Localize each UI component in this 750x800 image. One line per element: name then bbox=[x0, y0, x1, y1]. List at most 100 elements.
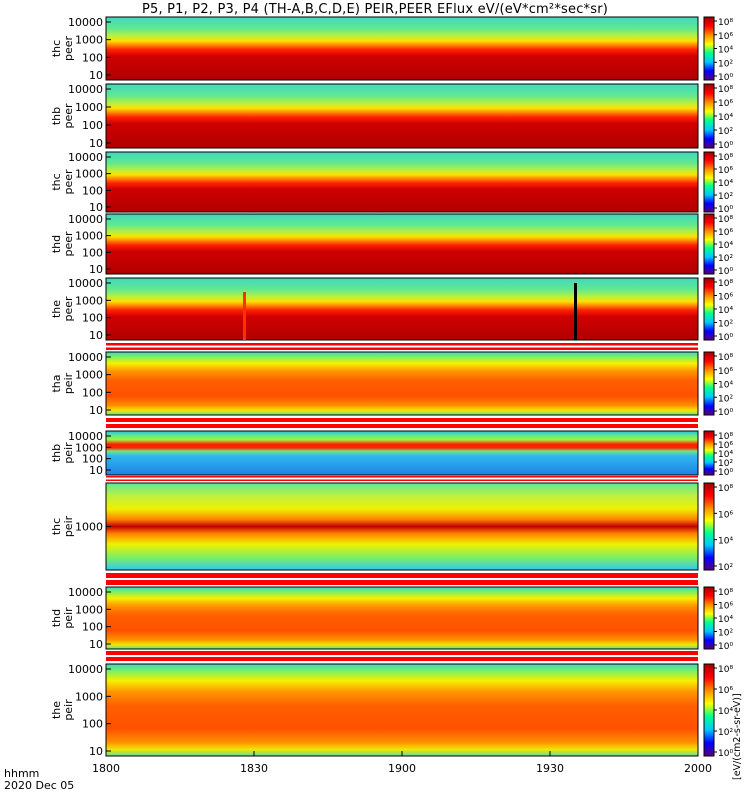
panel-label: thbpeir bbox=[50, 442, 75, 464]
y-tick-label: 10 bbox=[89, 263, 103, 276]
panel-label: thdpeir bbox=[50, 607, 75, 629]
y-tick-label: 10000 bbox=[68, 586, 103, 599]
y-tick-label: 1000 bbox=[75, 521, 103, 534]
colorbar-tick-label: 10⁸ bbox=[718, 432, 733, 442]
colorbar-tick-label: 10² bbox=[718, 629, 733, 639]
y-tick-label: 100 bbox=[82, 184, 103, 197]
y-tick-label: 100 bbox=[82, 312, 103, 325]
panel-label-line: peer bbox=[62, 169, 75, 195]
spectrogram-panel bbox=[106, 352, 698, 415]
y-tick-label: 100 bbox=[82, 51, 103, 64]
panel-frame bbox=[105, 430, 699, 476]
y-tick-label: 100 bbox=[82, 718, 103, 731]
y-tick-label: 10000 bbox=[68, 83, 103, 96]
colorbar-units-label: [eV/(cm2-s-sr-eV)] bbox=[732, 693, 743, 780]
colorbar bbox=[703, 16, 715, 81]
spectrogram-panel bbox=[106, 84, 698, 148]
panel-label: thepeer bbox=[50, 296, 75, 322]
colorbar-tick-label: 10⁰ bbox=[718, 642, 733, 652]
spectrogram-panel bbox=[106, 587, 698, 649]
panel-label: thcpeer bbox=[50, 36, 75, 62]
y-tick-label: 1000 bbox=[75, 369, 103, 382]
y-tick-label: 1000 bbox=[75, 101, 103, 114]
colorbar-tick-label: 10⁸ bbox=[718, 279, 733, 289]
y-tick-label: 1000 bbox=[75, 168, 103, 181]
panel-label-line: peir bbox=[62, 442, 75, 464]
y-tick-label: 10000 bbox=[68, 277, 103, 290]
y-tick-label: 10000 bbox=[68, 151, 103, 164]
y-tick-label: 100 bbox=[82, 386, 103, 399]
panel-label-line: the bbox=[50, 701, 63, 719]
y-tick-label: 10 bbox=[89, 137, 103, 150]
panel-label-line: tha bbox=[50, 374, 63, 392]
y-tick-label: 1000 bbox=[75, 230, 103, 243]
panel-frame bbox=[105, 213, 699, 275]
colorbar-tick-label: 10² bbox=[718, 320, 733, 330]
panel-label-line: thd bbox=[50, 235, 63, 253]
y-tick-label: 10000 bbox=[68, 430, 103, 443]
panel-frame bbox=[105, 586, 699, 650]
y-tick-label: 10 bbox=[89, 464, 103, 477]
colorbar-tick-label: 10⁴ bbox=[718, 450, 733, 460]
data-spike-streak bbox=[243, 292, 246, 340]
colorbar-tick-label: 10⁶ bbox=[718, 686, 733, 696]
colorbar-tick-label: 10⁸ bbox=[718, 665, 733, 675]
x-tick-label: 1800 bbox=[92, 762, 120, 775]
separator-gap bbox=[106, 345, 698, 348]
y-tick-label: 10 bbox=[89, 638, 103, 651]
colorbar bbox=[703, 277, 715, 341]
panel-label-line: peir bbox=[62, 372, 75, 394]
y-tick-label: 10 bbox=[89, 404, 103, 417]
colorbar bbox=[703, 213, 715, 275]
x-tick-label: 1830 bbox=[240, 762, 268, 775]
colorbar-tick-label: 10⁶ bbox=[718, 441, 733, 451]
y-tick-label: 1000 bbox=[75, 294, 103, 307]
panel-label-line: thb bbox=[50, 444, 63, 462]
separator-gap bbox=[106, 477, 698, 480]
colorbar-tick-label: 10⁶ bbox=[718, 166, 733, 176]
colorbar bbox=[703, 151, 715, 213]
colorbar-tick-label: 10² bbox=[718, 563, 733, 573]
y-tick-label: 100 bbox=[82, 453, 103, 466]
colorbar-tick-label: 10⁴ bbox=[718, 46, 733, 56]
panel-label-line: peer bbox=[62, 36, 75, 62]
y-tick-label: 10000 bbox=[68, 16, 103, 29]
colorbar-tick-label: 10⁴ bbox=[718, 707, 733, 717]
panel-label-line: the bbox=[50, 300, 63, 318]
colorbar bbox=[703, 83, 715, 149]
colorbar-tick-label: 10⁴ bbox=[718, 306, 733, 316]
panel-label: thepeir bbox=[50, 699, 75, 721]
colorbar bbox=[703, 430, 715, 476]
panel-label-line: thc bbox=[50, 40, 63, 57]
panel-label: thcpeer bbox=[50, 169, 75, 195]
colorbar-tick-label: 10⁴ bbox=[718, 179, 733, 189]
y-tick-label: 1000 bbox=[75, 34, 103, 47]
colorbar-tick-label: 10⁸ bbox=[718, 353, 733, 363]
panel-frame bbox=[105, 277, 699, 341]
colorbar-tick-label: 10⁶ bbox=[718, 602, 733, 612]
panel-label: thapeir bbox=[50, 372, 75, 394]
colorbar-tick-label: 10⁰ bbox=[718, 468, 733, 478]
separator-gap bbox=[106, 578, 698, 580]
colorbar-tick-label: 10⁰ bbox=[718, 408, 733, 418]
colorbar-tick-label: 10⁴ bbox=[718, 381, 733, 391]
colorbar-tick-label: 10² bbox=[718, 254, 733, 264]
colorbar-tick-label: 10² bbox=[718, 192, 733, 202]
y-tick-label: 10 bbox=[89, 329, 103, 342]
colorbar bbox=[703, 482, 715, 571]
panel-frame bbox=[105, 16, 699, 81]
colorbar-tick-label: 10⁶ bbox=[718, 228, 733, 238]
spectrogram-panel bbox=[106, 431, 698, 475]
panel-label-line: thc bbox=[50, 173, 63, 190]
colorbar-tick-label: 10⁴ bbox=[718, 241, 733, 251]
colorbar-tick-label: 10⁰ bbox=[718, 73, 733, 83]
spectrogram-panel bbox=[106, 152, 698, 212]
chart-title: P5, P1, P2, P3, P4 (TH-A,B,C,D,E) PEIR,P… bbox=[141, 2, 609, 17]
colorbar-tick-label: 10² bbox=[718, 728, 733, 738]
colorbar-tick-label: 10⁶ bbox=[718, 32, 733, 42]
colorbar-tick-label: 10⁴ bbox=[718, 113, 733, 123]
colorbar-tick-label: 10⁰ bbox=[718, 333, 733, 343]
panel-frame bbox=[105, 151, 699, 213]
colorbar-tick-label: 10² bbox=[718, 459, 733, 469]
spectrogram-panel bbox=[106, 664, 698, 756]
